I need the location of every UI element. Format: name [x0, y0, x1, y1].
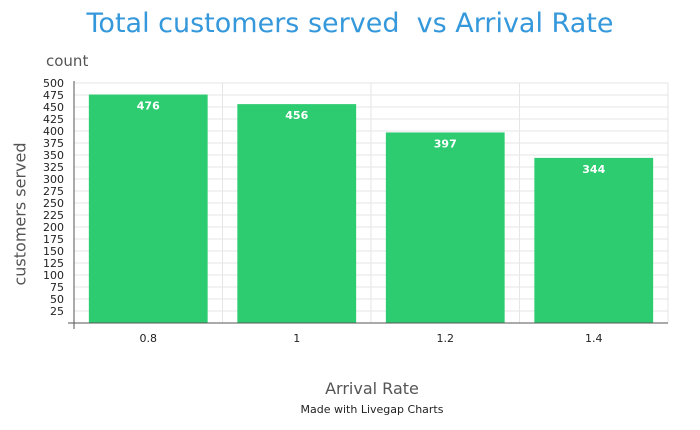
- data-labels: 476 456 397 344: [137, 100, 606, 176]
- y-tick-label: 100: [43, 269, 64, 282]
- y-tick-label: 375: [43, 137, 64, 150]
- chart-title: Total customers served vs Arrival Rate: [86, 8, 614, 39]
- y-tick-label: 500: [43, 77, 64, 90]
- bar[interactable]: [385, 132, 505, 323]
- x-tick-label: 1.4: [585, 332, 603, 345]
- y-tick-label: 275: [43, 185, 64, 198]
- y-tick-label: 125: [43, 257, 64, 270]
- bar[interactable]: [534, 157, 654, 323]
- y-tick-label: 425: [43, 113, 64, 126]
- y-tick-label: 450: [43, 101, 64, 114]
- y-tick-label: 400: [43, 125, 64, 138]
- y-tick-label: 250: [43, 197, 64, 210]
- y-tick-label: 150: [43, 245, 64, 258]
- y-tick-label: 50: [50, 293, 64, 306]
- bars: [88, 94, 654, 324]
- y-tick-label: 75: [50, 281, 64, 294]
- y-tick-label: 475: [43, 89, 64, 102]
- bar[interactable]: [88, 94, 208, 324]
- x-tick-label: 0.8: [140, 332, 158, 345]
- x-tick-labels: 0.8 1 1.2 1.4: [140, 332, 603, 345]
- data-label: 344: [582, 163, 605, 176]
- x-axis-title: Arrival Rate: [325, 379, 419, 398]
- data-label: 456: [285, 109, 308, 122]
- x-tick-label: 1: [293, 332, 300, 345]
- y-tick-label: 175: [43, 233, 64, 246]
- x-tick-label: 1.2: [437, 332, 455, 345]
- data-label: 397: [434, 137, 457, 150]
- y-tick-label: 225: [43, 209, 64, 222]
- y-tick-label: 300: [43, 173, 64, 186]
- credit-text: Made with Livegap Charts: [300, 403, 444, 416]
- y-tick-label: 350: [43, 149, 64, 162]
- bar[interactable]: [237, 104, 357, 324]
- axes: [68, 81, 668, 329]
- y-tick-label: 325: [43, 161, 64, 174]
- y-tick-labels: 2550751001251501752002252502753003253503…: [43, 77, 64, 318]
- data-label: 476: [137, 100, 160, 113]
- y-tick-label: 200: [43, 221, 64, 234]
- y-unit-label: count: [46, 52, 89, 70]
- y-tick-label: 25: [50, 305, 64, 318]
